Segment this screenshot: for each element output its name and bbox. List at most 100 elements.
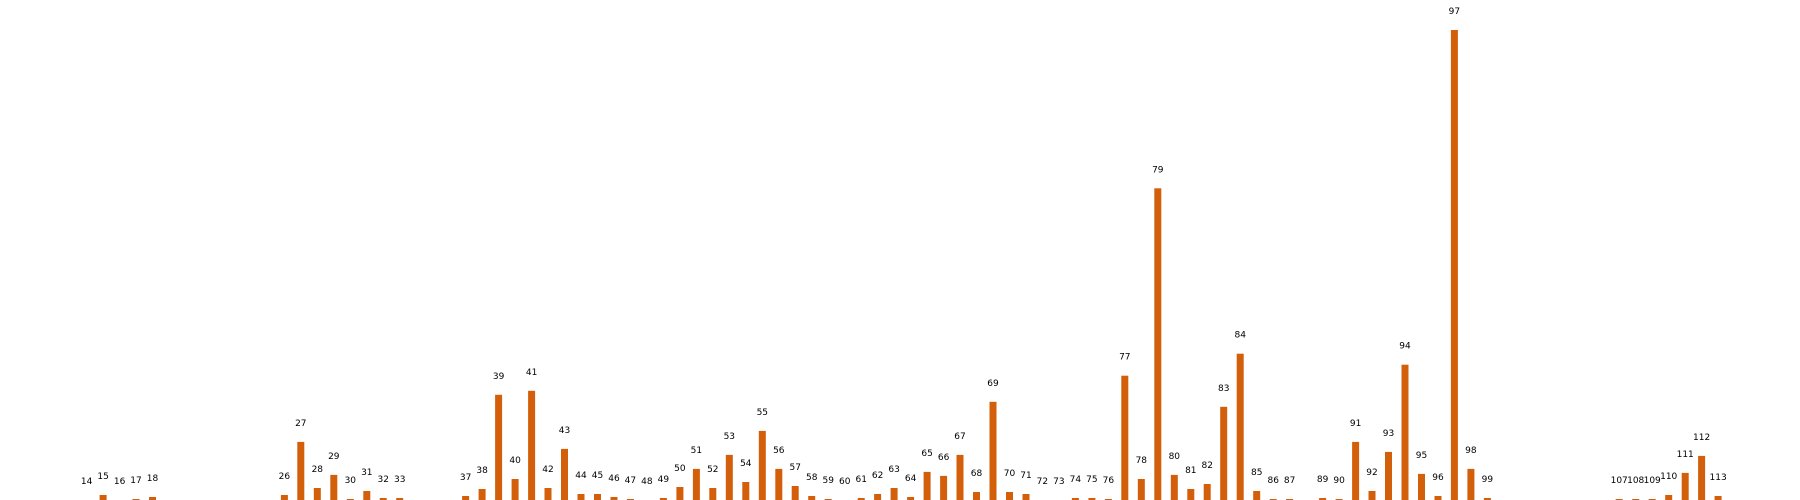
bar-66 — [940, 475, 948, 500]
bar-27 — [297, 441, 305, 500]
data-label-16: 16 — [114, 477, 126, 487]
bar-82 — [1203, 484, 1211, 500]
bar-43 — [561, 448, 568, 500]
bar-56 — [775, 468, 783, 500]
data-label-61: 61 — [855, 475, 866, 485]
bar-92 — [1368, 491, 1376, 500]
data-label-64: 64 — [905, 474, 917, 484]
data-label-92: 92 — [1366, 468, 1377, 478]
data-label-72: 72 — [1037, 477, 1048, 487]
data-label-112: 112 — [1693, 433, 1710, 443]
data-label-111: 111 — [1677, 450, 1694, 460]
data-label-56: 56 — [773, 446, 785, 456]
data-label-58: 58 — [806, 473, 818, 483]
data-label-44: 44 — [575, 471, 587, 481]
data-label-54: 54 — [740, 459, 752, 469]
bar-39 — [495, 394, 503, 500]
bar-85 — [1253, 491, 1261, 500]
data-label-97: 97 — [1449, 7, 1460, 17]
data-label-76: 76 — [1103, 476, 1115, 486]
data-label-62: 62 — [872, 471, 883, 481]
bar-79 — [1154, 188, 1162, 500]
data-label-98: 98 — [1465, 446, 1477, 456]
data-label-82: 82 — [1201, 461, 1212, 471]
bar-58 — [808, 496, 816, 500]
bar-33 — [396, 498, 404, 500]
bar-63 — [890, 488, 898, 500]
data-label-73: 73 — [1053, 477, 1064, 487]
data-label-80: 80 — [1169, 452, 1181, 462]
data-label-28: 28 — [312, 465, 324, 475]
data-label-71: 71 — [1020, 471, 1031, 481]
bar-52 — [709, 488, 717, 500]
bar-93 — [1385, 451, 1392, 500]
data-label-53: 53 — [724, 432, 735, 442]
data-label-43: 43 — [559, 426, 570, 436]
data-label-85: 85 — [1251, 468, 1262, 478]
data-label-99: 99 — [1482, 475, 1494, 485]
data-label-38: 38 — [476, 466, 488, 476]
bar-70 — [1006, 492, 1013, 500]
bar-111 — [1681, 472, 1689, 500]
bar-54 — [742, 482, 750, 500]
data-label-27: 27 — [295, 419, 306, 429]
bar-110 — [1665, 495, 1673, 500]
bar-77 — [1121, 375, 1129, 500]
data-label-55: 55 — [757, 408, 768, 418]
data-label-46: 46 — [608, 474, 620, 484]
data-label-107: 107 — [1611, 476, 1628, 486]
data-label-113: 113 — [1710, 473, 1727, 483]
bar-51 — [692, 468, 700, 500]
data-label-70: 70 — [1004, 469, 1016, 479]
data-label-32: 32 — [377, 475, 388, 485]
bar-65 — [923, 471, 931, 500]
data-label-66: 66 — [938, 453, 950, 463]
bar-98 — [1467, 468, 1475, 500]
bar-99 — [1483, 498, 1491, 500]
data-label-37: 37 — [460, 473, 471, 483]
bar-95 — [1418, 473, 1425, 500]
data-label-63: 63 — [888, 465, 899, 475]
data-label-14: 14 — [81, 477, 93, 487]
data-label-87: 87 — [1284, 476, 1295, 486]
bar-57 — [791, 486, 799, 500]
data-label-31: 31 — [361, 468, 372, 478]
bar-80 — [1170, 474, 1178, 500]
bar-75 — [1088, 498, 1096, 500]
data-label-33: 33 — [394, 475, 405, 485]
data-label-45: 45 — [592, 471, 603, 481]
bar-62 — [874, 494, 882, 500]
data-label-84: 84 — [1234, 331, 1246, 341]
data-label-57: 57 — [789, 463, 800, 473]
data-label-90: 90 — [1333, 476, 1345, 486]
data-label-29: 29 — [328, 452, 340, 462]
data-label-40: 40 — [509, 456, 521, 466]
bar-97 — [1450, 30, 1458, 500]
bar-32 — [379, 498, 387, 500]
data-label-95: 95 — [1416, 451, 1427, 461]
bar-96 — [1434, 496, 1442, 500]
bar-42 — [544, 488, 552, 500]
bar-94 — [1401, 364, 1409, 500]
data-label-75: 75 — [1086, 475, 1097, 485]
bar-83 — [1220, 406, 1228, 500]
data-labels-group: 14 15 16 17 18 26 27 28 29 30 31 32 33 37 38 39 40 41 42 43… — [81, 7, 1727, 487]
bars-group — [99, 30, 1722, 500]
data-label-49: 49 — [658, 475, 670, 485]
bar-67 — [956, 454, 964, 500]
bar-68 — [973, 492, 980, 500]
bar-113 — [1714, 496, 1722, 500]
data-label-108: 108 — [1627, 476, 1644, 486]
bar-31 — [363, 491, 371, 500]
data-label-86: 86 — [1267, 476, 1279, 486]
data-label-81: 81 — [1185, 466, 1196, 476]
bar-64 — [907, 497, 915, 500]
data-label-78: 78 — [1136, 456, 1148, 466]
bar-41 — [528, 390, 536, 500]
bar-71 — [1022, 494, 1030, 500]
data-label-39: 39 — [493, 372, 505, 382]
data-label-79: 79 — [1152, 165, 1164, 175]
data-label-94: 94 — [1399, 342, 1411, 352]
data-label-15: 15 — [97, 472, 108, 482]
data-label-59: 59 — [822, 476, 834, 486]
